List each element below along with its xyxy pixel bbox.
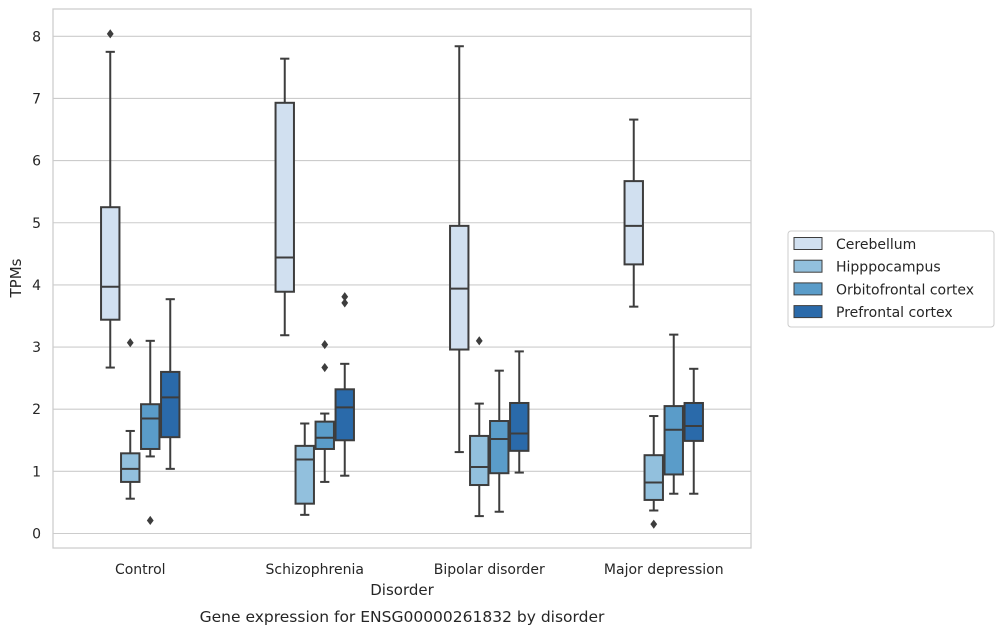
x-axis-label: Disorder [370,581,434,599]
box-body [120,452,141,483]
y-tick-label: 0 [32,527,41,543]
legend-label: Prefrontal cortex [836,305,953,321]
box-body [294,444,315,505]
y-tick-label: 3 [32,340,41,356]
legend-items: Cerebellum Hipppocampus Orbitofrontal cort… [793,237,974,321]
box-body [140,403,161,450]
box-cerebellum [274,57,295,337]
box-body [623,180,644,266]
x-tick-label: Schizophrenia [266,562,364,578]
legend-item: Prefrontal cortex [793,305,953,321]
y-tick-label: 7 [32,91,41,107]
box-body [274,101,295,293]
box-cerebellum [100,29,121,369]
y-tick-label: 8 [32,29,41,45]
legend-swatch [793,259,823,273]
x-tick-label: Major depression [604,562,724,578]
box-hipppocampus [120,338,141,500]
legend-item: Cerebellum [793,237,916,253]
legend-label: Hipppocampus [836,260,941,276]
legend-item: Hipppocampus [793,259,941,276]
box-orbitofrontal-cortex [489,369,510,513]
outlier-point [321,362,329,373]
chart-caption: Gene expression for ENSG00000261832 by d… [200,608,605,626]
x-tick-labels: Control Schizophrenia Bipolar disorder Majo… [115,562,724,578]
y-tick-label: 1 [32,464,41,480]
outlier-point [341,292,349,302]
outlier-point [475,336,483,346]
box-body [100,206,121,321]
box-body [160,370,181,439]
legend: Cerebellum Hipppocampus Orbitofrontal cort… [787,230,995,328]
box-prefrontal-cortex [509,350,530,474]
outlier-point [146,515,154,526]
box-hipppocampus [469,336,490,518]
x-tick-label: Bipolar disorder [434,562,545,578]
legend-label: Orbitofrontal cortex [836,282,974,298]
box-hipppocampus [294,422,315,516]
box-orbitofrontal-cortex [140,339,161,526]
boxes-layer [100,29,704,529]
legend-item: Orbitofrontal cortex [793,282,974,298]
plot-frame [52,8,752,549]
box-body [314,420,335,450]
box-body [489,420,510,475]
box-orbitofrontal-cortex [314,339,335,483]
legend-frame [787,230,995,328]
y-tick-label: 2 [32,402,41,418]
box-cerebellum [623,118,644,308]
box-prefrontal-cortex [334,292,355,477]
box-body [334,388,355,442]
outlier-point [321,339,329,350]
outlier-point [341,298,349,308]
outlier-point [650,519,658,529]
box-orbitofrontal-cortex [663,333,684,495]
y-tick-labels: 0 1 2 3 4 5 6 7 8 [32,29,41,542]
legend-label: Cerebellum [836,237,916,253]
box-cerebellum [449,45,470,454]
box-prefrontal-cortex [683,367,704,495]
box-body [683,401,704,442]
box-hipppocampus [643,415,664,529]
outlier-point [106,29,114,39]
box-body [663,405,684,476]
legend-swatch [793,282,823,296]
box-body [509,401,530,452]
outlier-point [126,338,134,348]
legend-swatch [793,305,823,319]
box-prefrontal-cortex [160,298,181,470]
y-tick-label: 5 [32,216,41,232]
box-body [469,434,490,487]
y-axis-label: TPMs [7,258,25,298]
x-tick-label: Control [115,562,166,578]
y-tick-label: 6 [32,154,41,170]
y-tick-label: 4 [32,278,41,294]
legend-swatch [793,237,823,250]
box-body [643,454,664,501]
